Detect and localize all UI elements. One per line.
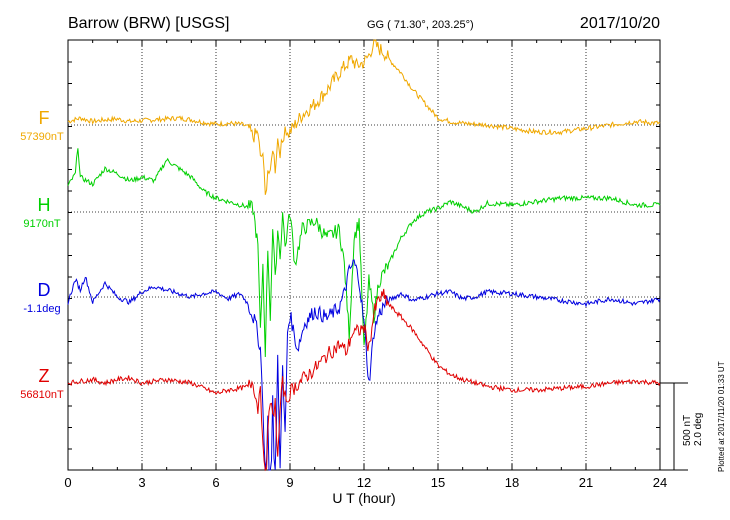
x-tick-label: 9 [286,475,293,490]
series-labels: F 57390nT H 9170nT D -1.1deg Z 56810nT [20,108,64,401]
x-tick-label: 12 [357,475,371,490]
series-line-f [67,39,661,195]
scale-bar [660,382,688,471]
plot-date: 2017/10/20 [580,15,660,32]
series-line-h [67,148,661,358]
series-baseline-z: 56810nT [20,389,64,401]
grid [68,40,660,470]
scale-deg-label: 2.0 deg [693,413,704,446]
x-tick-label: 24 [653,475,667,490]
x-tick-labels: 0 3 6 9 12 15 18 21 24 [64,475,667,490]
x-tick-label: 18 [505,475,519,490]
x-tick-label: 3 [138,475,145,490]
series-line-d [67,259,661,471]
series-baseline-f: 57390nT [20,131,64,143]
axis-ticks [67,40,661,470]
station-title: Barrow (BRW) [USGS] [68,15,230,32]
plot-frame [67,39,661,471]
series-name-f: F [39,108,50,128]
x-tick-label: 15 [431,475,445,490]
plotted-timestamp: Plotted at 2017/11/20 01:33 UT [717,361,726,472]
x-tick-label: 6 [212,475,219,490]
station-coordinates: GG ( 71.30°, 203.25°) [367,19,474,31]
series-name-z: Z [39,366,50,386]
series-lines [67,39,661,472]
scale-nt-label: 500 nT [682,415,693,446]
x-tick-label: 0 [64,475,71,490]
series-line-z [67,288,661,472]
series-baseline-h: 9170nT [23,218,61,230]
series-baseline-d: -1.1deg [23,303,60,315]
series-name-d: D [38,280,51,300]
x-tick-label: 21 [579,475,593,490]
series-name-h: H [38,195,51,215]
x-axis-label: U T (hour) [332,490,395,506]
